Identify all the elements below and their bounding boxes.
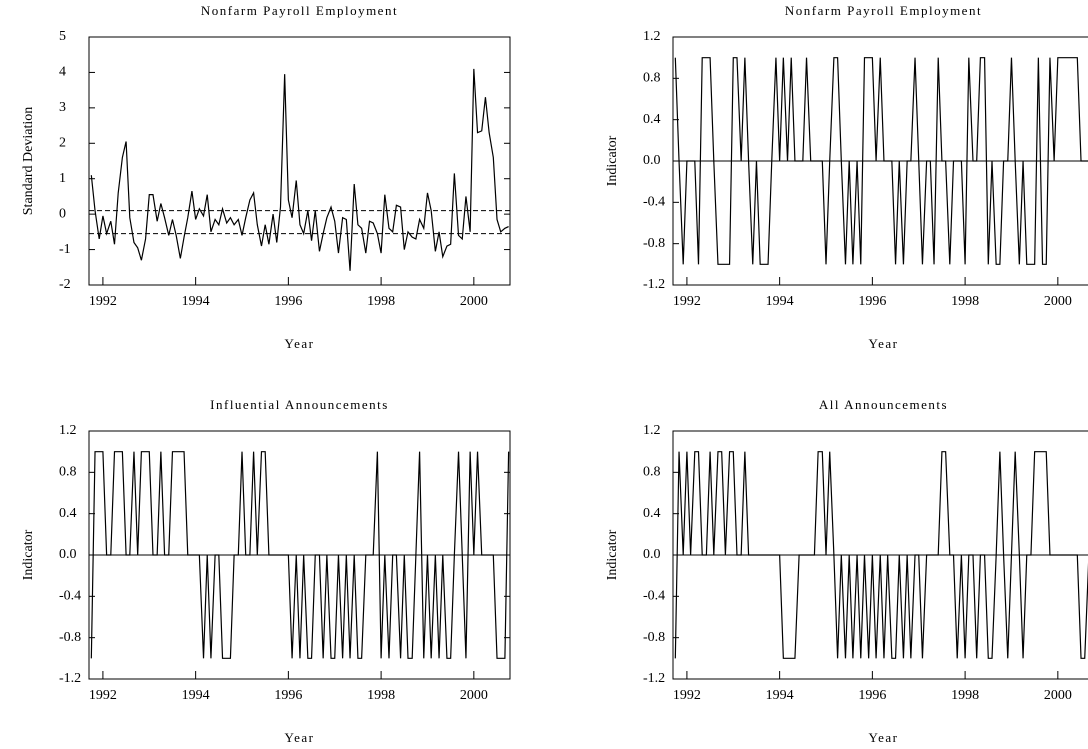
plot-frame xyxy=(672,430,1088,680)
x-tick-label: 1998 xyxy=(367,294,395,309)
plot-frame xyxy=(672,36,1088,286)
y-tick-label: 0.0 xyxy=(643,153,661,168)
x-tick-label: 1998 xyxy=(951,688,979,703)
y-tick-label: 1.2 xyxy=(643,423,661,438)
y-tick-label: -0.8 xyxy=(643,236,665,251)
data-line xyxy=(90,68,509,271)
x-tick-label: 1996 xyxy=(858,688,886,703)
y-tick-label: -0.8 xyxy=(59,630,81,645)
y-tick-label: 1.2 xyxy=(59,423,77,438)
x-tick-label: 1996 xyxy=(858,294,886,309)
x-tick-label: 1994 xyxy=(182,688,210,703)
x-tick-label: 2000 xyxy=(460,294,488,309)
y-tick-label: 0.0 xyxy=(643,547,661,562)
x-tick-label: 1994 xyxy=(182,294,210,309)
y-tick-label: -1.2 xyxy=(643,277,665,292)
x-axis-label: Year xyxy=(869,730,899,745)
x-tick-label: 1992 xyxy=(89,294,117,309)
x-tick-label: 1996 xyxy=(274,688,302,703)
x-tick-label: 1996 xyxy=(274,294,302,309)
y-tick-label: -0.8 xyxy=(643,630,665,645)
x-tick-label: 1992 xyxy=(673,688,701,703)
title: Nonfarm Payroll Employment xyxy=(785,3,982,18)
y-tick-label: -0.4 xyxy=(643,589,665,604)
x-tick-label: 1994 xyxy=(766,688,794,703)
title: Nonfarm Payroll Employment xyxy=(201,3,398,18)
title: Influential Announcements xyxy=(210,397,389,412)
y-tick-label: 0 xyxy=(59,206,66,221)
plot-frame xyxy=(88,36,511,286)
y-axis-label: Indicator xyxy=(605,529,620,580)
x-tick-label: 1998 xyxy=(951,294,979,309)
y-tick-label: 3 xyxy=(59,100,66,115)
y-tick-label: 4 xyxy=(59,65,66,80)
y-tick-label: 0.0 xyxy=(59,547,77,562)
x-tick-label: 1992 xyxy=(673,294,701,309)
y-tick-label: -0.4 xyxy=(643,195,665,210)
y-tick-label: 0.4 xyxy=(59,506,77,521)
title: All Announcements xyxy=(819,397,948,412)
y-axis-label: Indicator xyxy=(605,135,620,186)
y-tick-label: 0.4 xyxy=(643,112,661,127)
y-tick-label: 2 xyxy=(59,136,66,151)
y-tick-label: 5 xyxy=(59,29,66,44)
y-tick-label: 0.8 xyxy=(59,465,77,480)
data-line xyxy=(674,57,1088,265)
y-axis-label: Indicator xyxy=(21,529,36,580)
x-axis-label: Year xyxy=(285,336,315,351)
data-line xyxy=(674,451,1088,659)
x-axis-label: Year xyxy=(285,730,315,745)
y-tick-label: 0.8 xyxy=(643,71,661,86)
x-tick-label: 1994 xyxy=(766,294,794,309)
x-axis-label: Year xyxy=(869,336,899,351)
x-tick-label: 2000 xyxy=(460,688,488,703)
y-tick-label: -2 xyxy=(59,277,71,292)
plot-frame xyxy=(88,430,511,680)
y-tick-label: 0.4 xyxy=(643,506,661,521)
data-line xyxy=(90,451,510,659)
y-tick-label: -1 xyxy=(59,242,71,257)
x-tick-label: 1998 xyxy=(367,688,395,703)
y-tick-label: -0.4 xyxy=(59,589,81,604)
y-tick-label: 1.2 xyxy=(643,29,661,44)
y-axis-label: Standard Deviation xyxy=(21,107,36,215)
y-tick-label: -1.2 xyxy=(59,671,81,686)
y-tick-label: 0.8 xyxy=(643,465,661,480)
x-tick-label: 1992 xyxy=(89,688,117,703)
x-tick-label: 2000 xyxy=(1044,294,1072,309)
y-tick-label: -1.2 xyxy=(643,671,665,686)
y-tick-label: 1 xyxy=(59,171,66,186)
x-tick-label: 2000 xyxy=(1044,688,1072,703)
